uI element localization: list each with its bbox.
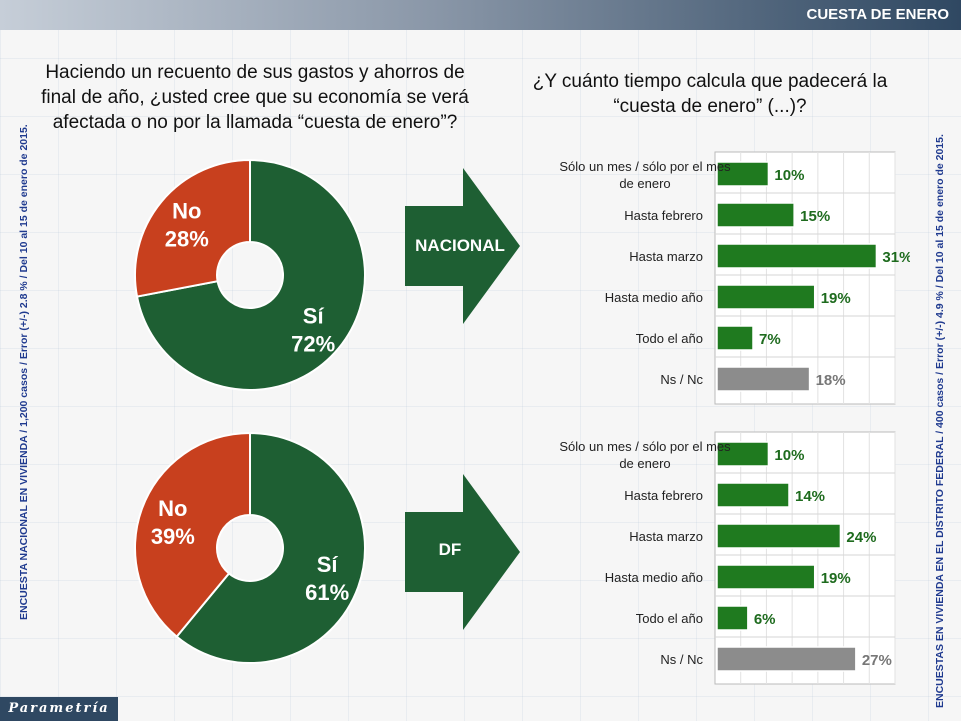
bar-category-label: Sólo un mes / sólo por el mes [559, 439, 731, 454]
bar-category-label: Ns / Nc [660, 372, 703, 387]
arrow-df: DF [405, 474, 520, 630]
bar-value-label: 14% [795, 488, 825, 505]
parametria-logo: Parametría [0, 697, 118, 721]
bar [716, 284, 816, 310]
bar [716, 161, 770, 187]
bar-value-label: 6% [754, 611, 776, 628]
bar [716, 646, 857, 672]
pie-chart-df: Sí 61% No 39% [134, 431, 366, 664]
bar-value-label: 27% [862, 652, 892, 669]
bar-value-label: 19% [821, 570, 851, 587]
header-title: CUESTA DE ENERO [806, 6, 949, 23]
plot-area [714, 151, 896, 405]
bar-value-label: 31% [882, 249, 910, 266]
bar [716, 564, 816, 590]
bar-value-label: 24% [846, 529, 876, 546]
bar-chart-national: 10% Sólo un mes / sólo por el mes de enero… [559, 151, 910, 405]
question-right: ¿Y cuánto tiempo calcula que padecerá la… [532, 71, 888, 117]
bar [716, 605, 749, 631]
bar-category-label: Hasta marzo [629, 529, 703, 544]
pie-chart-national: Sí 72% No 28% [134, 158, 366, 391]
pie-slice-si [175, 431, 366, 664]
bar-value-label: 18% [816, 372, 846, 389]
bar [716, 441, 770, 467]
bar [716, 523, 842, 549]
pie-slice-value: 28% [165, 227, 209, 252]
bar-chart-df: 10% Sólo un mes / sólo por el mes de enero… [559, 431, 896, 685]
bar [716, 482, 790, 508]
bar-value-label: 7% [759, 331, 781, 348]
bar [716, 202, 795, 228]
pie-slice-si [135, 158, 366, 391]
bar-category-label: Ns / Nc [660, 652, 703, 667]
bar-category-label: Hasta marzo [629, 249, 703, 264]
bar-category-label: de enero [619, 456, 670, 471]
pie-slice-no [134, 431, 251, 639]
bar-category-label: Hasta febrero [624, 208, 703, 223]
arrow-nacional-shape [405, 168, 520, 324]
bar-value-label: 19% [821, 290, 851, 307]
pie-slice-label: Sí [317, 552, 339, 577]
question-left: Haciendo un recuento de sus gastos y aho… [41, 62, 469, 133]
arrow-nacional-label: NACIONAL [415, 236, 505, 255]
bar-category-label: de enero [619, 176, 670, 191]
pie-slice-label: No [172, 199, 201, 224]
pie-slice-value: 39% [151, 524, 195, 549]
bar-value-label: 10% [774, 167, 804, 184]
bar [716, 243, 878, 269]
arrow-df-label: DF [438, 540, 462, 559]
bar-value-label: 10% [774, 447, 804, 464]
bar [716, 366, 811, 392]
arrow-nacional: NACIONAL [405, 168, 520, 324]
pie-slice-label: No [158, 496, 187, 521]
pie-slice-no [134, 158, 251, 298]
bar-value-label: 15% [800, 208, 830, 225]
bar-category-label: Todo el año [636, 611, 703, 626]
side-note-left: ENCUESTA NACIONAL EN VIVIENDA / 1,200 ca… [18, 124, 30, 620]
bar-category-label: Hasta medio año [605, 290, 703, 305]
pie-slice-label: Sí [303, 303, 325, 328]
side-note-right: ENCUESTAS EN VIVIENDA EN EL DISTRITO FED… [934, 134, 946, 708]
pie-slice-value: 72% [291, 331, 335, 356]
bar [716, 325, 754, 351]
bar-category-label: Todo el año [636, 331, 703, 346]
arrow-df-shape [405, 474, 520, 630]
bar-category-label: Hasta febrero [624, 488, 703, 503]
header-bar: CUESTA DE ENERO [0, 0, 961, 30]
pie-slice-value: 61% [305, 580, 349, 605]
plot-area [714, 431, 896, 685]
bar-category-label: Sólo un mes / sólo por el mes [559, 159, 731, 174]
bar-category-label: Hasta medio año [605, 570, 703, 585]
